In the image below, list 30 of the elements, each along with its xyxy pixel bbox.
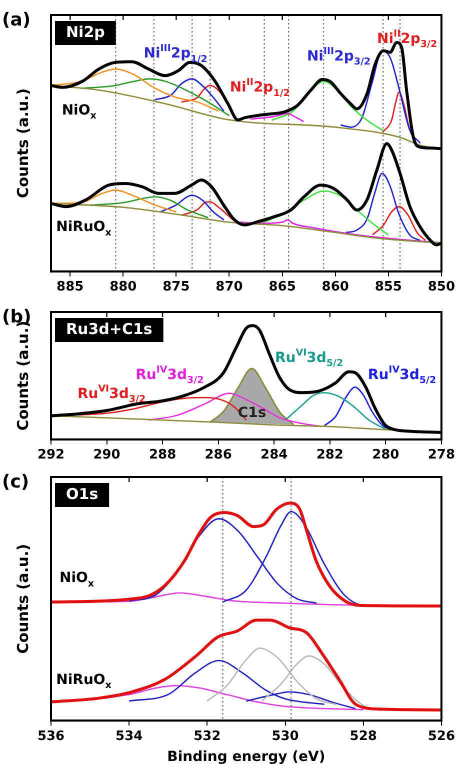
x-tick-label: 286 xyxy=(204,448,232,463)
x-tick-label: 860 xyxy=(322,280,349,295)
x-tick-label: 850 xyxy=(428,280,455,295)
x-tick-label: 292 xyxy=(37,448,65,463)
x-tick-label: 880 xyxy=(110,280,137,295)
x-tick-label: 885 xyxy=(56,280,84,295)
x-tick-label: 528 xyxy=(350,728,377,744)
x-tick-label: 534 xyxy=(116,728,143,744)
x-tick-label: 865 xyxy=(268,280,296,295)
x-tick-label: 875 xyxy=(162,280,190,295)
y-axis-title: Counts (a.u.) xyxy=(14,544,32,654)
text: (a) xyxy=(2,10,31,31)
x-tick-label: 288 xyxy=(148,448,176,463)
x-tick-label: 278 xyxy=(428,448,455,463)
x-tick-label: 855 xyxy=(374,280,402,295)
chart-title: Ni2p xyxy=(66,22,106,41)
x-tick-label: 284 xyxy=(260,448,288,463)
y-axis-title: Counts (a.u.) xyxy=(14,88,32,198)
x-tick-label: 526 xyxy=(428,728,455,744)
x-tick-label: 870 xyxy=(216,280,243,295)
x-tick-label: 280 xyxy=(372,448,400,463)
x-tick-label: 530 xyxy=(272,728,299,744)
chart-title: O1s xyxy=(66,484,98,503)
chart-title: Ru3d+C1s xyxy=(66,320,152,338)
x-tick-label: 290 xyxy=(93,448,120,463)
text: (c) xyxy=(2,472,30,493)
x-axis-title: Binding energy (eV) xyxy=(167,749,326,766)
x-tick-label: 532 xyxy=(194,728,221,744)
x-tick-label: 282 xyxy=(316,448,344,463)
x-tick-label: 536 xyxy=(37,728,65,744)
